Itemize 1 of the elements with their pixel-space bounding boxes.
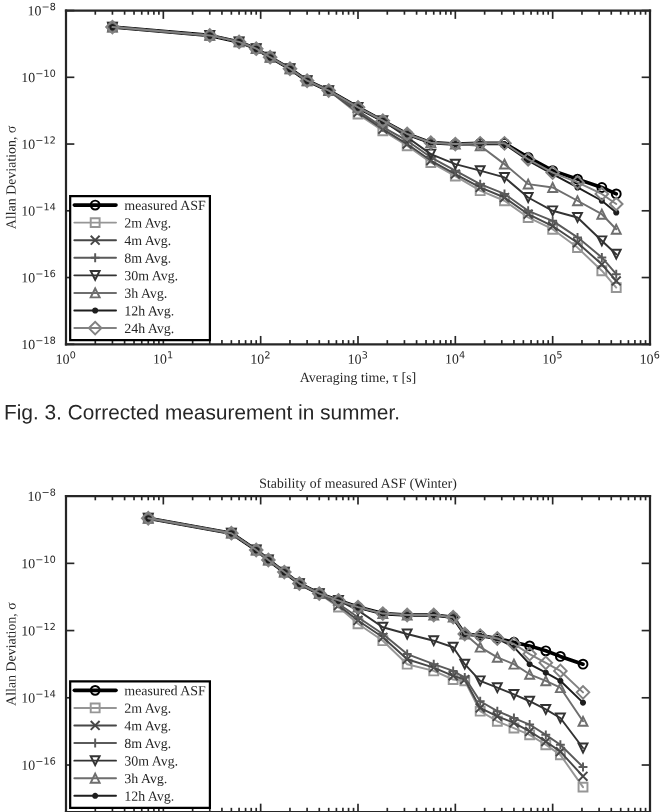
caption: Fig. 3. Corrected measurement in summer. [5,404,399,424]
